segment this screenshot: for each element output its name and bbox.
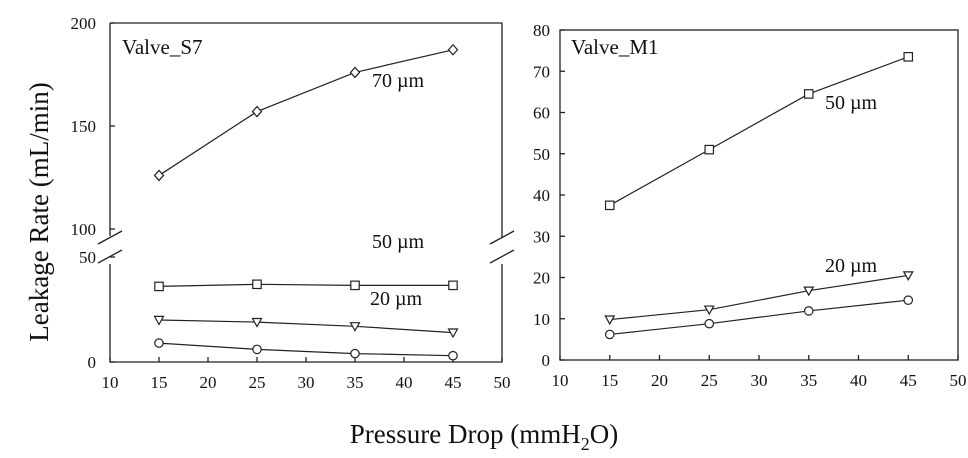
- m1-series-label-50um: 50 µm: [825, 92, 878, 114]
- m1-x-tick-label: 10: [552, 371, 569, 390]
- s7-x-tick-label: 40: [396, 373, 413, 392]
- s7-y-tick-label: 50: [79, 248, 96, 267]
- s7-point-square: [350, 280, 360, 291]
- s7-point-triangle-down: [447, 328, 459, 339]
- x-axis-label-end: O): [590, 419, 619, 449]
- s7-axis-break-mark: [489, 230, 515, 245]
- m1-x-tick-label: 25: [701, 371, 718, 390]
- m1-x-tick-label: 15: [601, 371, 618, 390]
- s7-x-tick-label: 15: [151, 373, 168, 392]
- m1-series-label-20um: 20 µm: [825, 255, 878, 277]
- s7-point-circle: [350, 348, 360, 359]
- s7-point-diamond: [447, 43, 459, 56]
- chart-valve-s7: Valve_S7 10 15 20 25 30 35 40 45 50 0 50 100 150 200…: [71, 14, 515, 392]
- m1-title: Valve_M1: [571, 35, 659, 59]
- s7-point-circle: [154, 338, 164, 348]
- m1-x-tick-label: 40: [850, 371, 867, 390]
- s7-point-diamond: [251, 105, 263, 118]
- s7-series-line-diamond: [158, 49, 454, 176]
- s7-series-label-20um: 20 µm: [370, 288, 423, 310]
- m1-point-square: [604, 200, 615, 211]
- m1-y-tick-label: 40: [533, 186, 550, 205]
- s7-x-tick-label: 45: [445, 373, 462, 392]
- s7-x-tick-label: 50: [494, 373, 511, 392]
- m1-y-tick-label: 10: [533, 310, 550, 329]
- s7-point-square: [252, 279, 262, 290]
- m1-point-circle: [704, 318, 715, 329]
- s7-frame-lower: [109, 264, 503, 363]
- s7-series-label-70um: 70 µm: [372, 70, 425, 92]
- s7-x-tick-label: 35: [347, 373, 364, 392]
- s7-x-tick-label: 25: [249, 373, 266, 392]
- m1-x-tick-label: 30: [751, 371, 768, 390]
- m1-point-circle: [903, 295, 914, 305]
- m1-point-square: [903, 52, 914, 62]
- s7-point-triangle-down: [153, 315, 165, 326]
- s7-y-tick-label: 0: [88, 353, 97, 372]
- s7-frame: [110, 22, 503, 238]
- s7-series-line-circle: [158, 342, 454, 357]
- s7-axis-break-mark: [489, 249, 515, 264]
- m1-y-tick-label: 20: [533, 269, 550, 288]
- m1-point-square: [803, 89, 814, 99]
- s7-title: Valve_S7: [122, 35, 203, 59]
- x-axis-label-subscript: 2: [581, 434, 590, 454]
- s7-point-circle: [252, 344, 262, 355]
- y-axis-label: Leakage Rate (mL/min): [24, 82, 54, 341]
- m1-series-line-triangle-down: [609, 274, 909, 321]
- m1-x-tick-label: 50: [950, 371, 967, 390]
- s7-axis-break-mark: [97, 230, 123, 245]
- m1-series-line-circle: [609, 299, 909, 336]
- m1-point-triangle-down: [902, 271, 914, 282]
- m1-point-triangle-down: [703, 305, 715, 316]
- s7-point-circle: [448, 350, 458, 361]
- m1-point-circle: [803, 306, 814, 316]
- s7-point-triangle-down: [349, 322, 361, 332]
- m1-point-triangle-down: [604, 315, 616, 326]
- s7-x-tick-label: 20: [200, 373, 217, 392]
- s7-point-square: [154, 281, 164, 292]
- x-axis-label-main: Pressure Drop (mmH: [350, 419, 581, 449]
- m1-y-tick-label: 0: [542, 351, 551, 370]
- s7-y-tick-label: 200: [71, 14, 97, 33]
- s7-series-label-50um: 50 µm: [372, 231, 425, 253]
- s7-series-line-square: [158, 283, 453, 287]
- s7-x-tick-label: 30: [298, 373, 315, 392]
- s7-x-tick-label: 10: [102, 373, 119, 392]
- m1-point-triangle-down: [803, 286, 815, 297]
- x-axis-label: Pressure Drop (mmH2O): [350, 419, 618, 454]
- m1-y-tick-label: 50: [533, 145, 550, 164]
- m1-frame: [559, 29, 959, 361]
- m1-x-tick-label: 35: [800, 371, 817, 390]
- m1-x-tick-label: 20: [651, 371, 668, 390]
- s7-point-triangle-down: [251, 317, 263, 328]
- s7-y-tick-label: 100: [71, 220, 97, 239]
- m1-series-line-square: [609, 56, 909, 206]
- s7-point-diamond: [349, 66, 361, 79]
- s7-y-tick-label: 150: [71, 117, 97, 136]
- m1-y-tick-label: 30: [533, 227, 550, 246]
- s7-point-square: [448, 280, 458, 291]
- m1-point-circle: [604, 329, 615, 340]
- s7-point-diamond: [153, 169, 165, 182]
- m1-x-tick-label: 45: [900, 371, 917, 390]
- m1-y-tick-label: 70: [533, 62, 550, 81]
- m1-point-square: [704, 144, 715, 155]
- m1-y-tick-label: 60: [533, 104, 550, 123]
- s7-series-line-triangle-down: [158, 319, 454, 334]
- chart-valve-m1: Valve_M1 10 15 20 25 30 35 40 45 50 010203040506…: [533, 21, 967, 390]
- m1-y-tick-label: 80: [533, 21, 550, 40]
